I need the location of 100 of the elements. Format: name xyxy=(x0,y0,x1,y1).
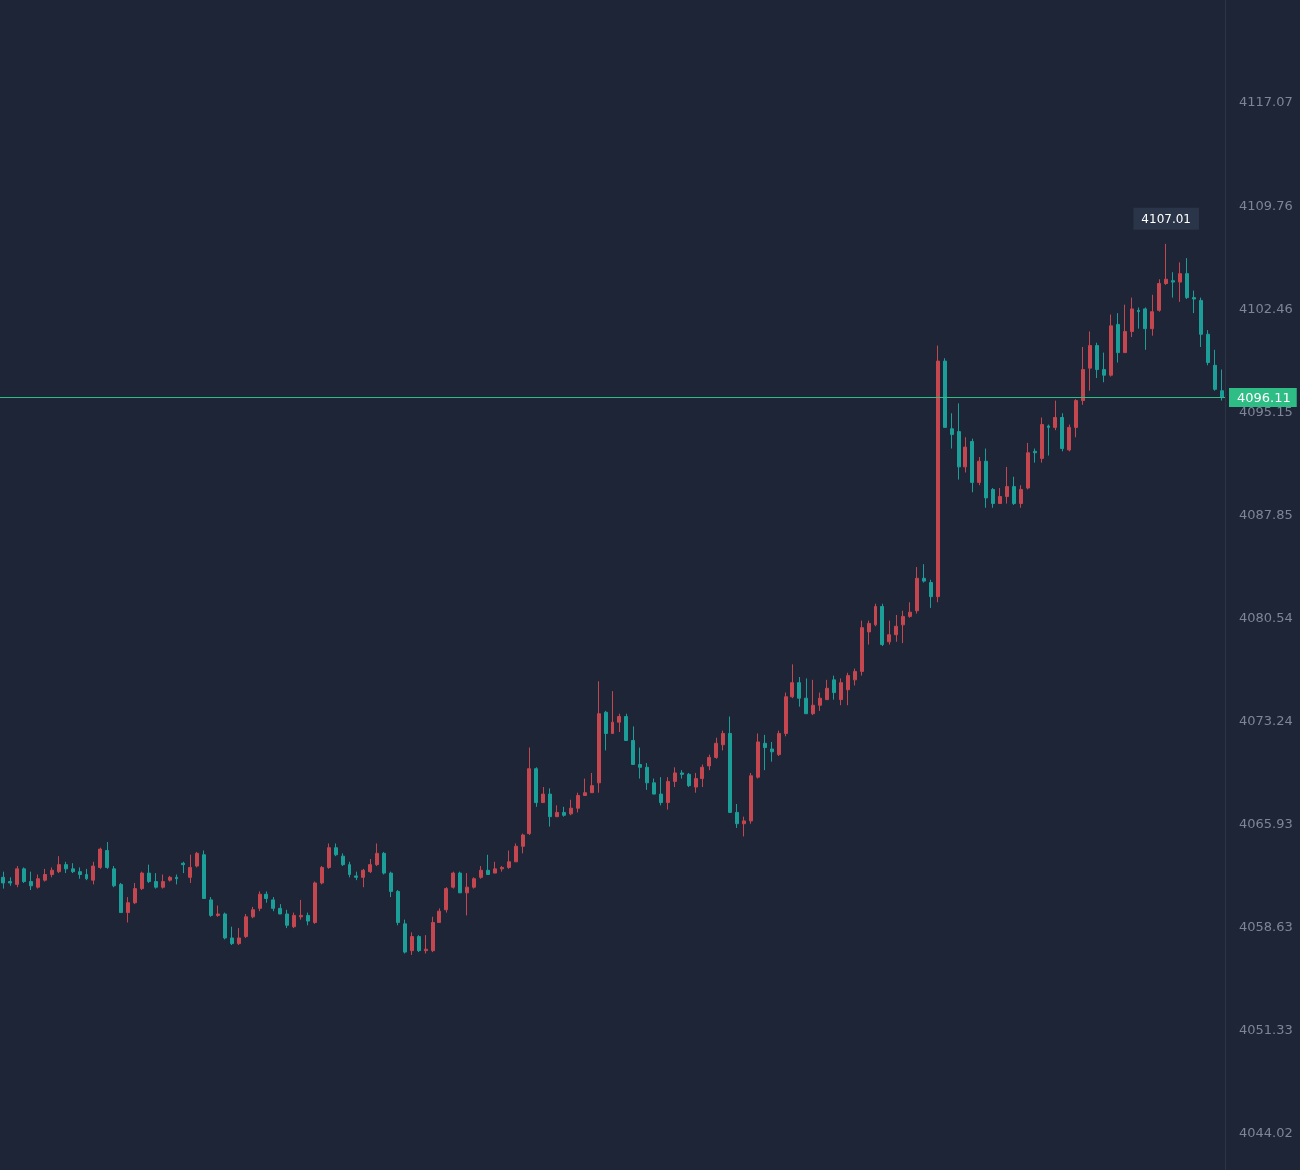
candlestick xyxy=(721,730,725,751)
candlestick xyxy=(1220,369,1224,402)
candlestick xyxy=(50,866,54,878)
candlestick xyxy=(472,876,476,890)
candlestick xyxy=(458,871,462,894)
candlestick xyxy=(507,850,511,870)
candlestick xyxy=(223,912,227,940)
candlestick xyxy=(1116,312,1120,363)
candlestick xyxy=(361,868,365,888)
candlestick xyxy=(1040,417,1044,464)
y-tick-label: 4117.07 xyxy=(1239,94,1293,110)
candlestick xyxy=(251,906,255,919)
candlestick xyxy=(382,851,386,875)
candlestick xyxy=(853,668,857,686)
candlestick xyxy=(694,772,698,794)
candlestick xyxy=(168,875,172,883)
candlestick xyxy=(521,833,525,854)
candlestick xyxy=(57,855,61,874)
candlestick xyxy=(334,842,338,857)
candlestick xyxy=(195,851,199,868)
candlestick xyxy=(396,889,400,926)
candlestick xyxy=(437,907,441,923)
candlestick xyxy=(936,345,940,603)
candlestick xyxy=(271,896,275,912)
candlestick xyxy=(984,448,988,509)
candlestick xyxy=(998,487,1002,505)
candlestick xyxy=(527,747,531,836)
candlestick xyxy=(1012,476,1016,506)
candlestick xyxy=(777,730,781,757)
candlestick xyxy=(1123,304,1127,354)
candlestick xyxy=(784,692,788,737)
candlestick xyxy=(181,861,185,874)
candlestick xyxy=(1130,297,1134,338)
candlestick xyxy=(493,861,497,874)
candlestick xyxy=(479,865,483,880)
candlestick xyxy=(119,882,123,914)
candlestick xyxy=(320,865,324,885)
y-tick-label: 4044.02 xyxy=(1239,1124,1293,1140)
candlestick xyxy=(299,899,303,921)
candlestick xyxy=(707,754,711,771)
candlestick xyxy=(534,766,538,808)
candlestick xyxy=(175,874,178,885)
candlestick xyxy=(915,566,919,615)
candlestick xyxy=(860,620,864,677)
candlestick xyxy=(790,663,794,699)
candlestick xyxy=(1033,448,1037,464)
candlestick xyxy=(548,787,552,828)
candlestick xyxy=(583,778,587,797)
candlestick xyxy=(140,871,144,891)
y-tick-label: 4073.24 xyxy=(1239,712,1293,728)
candlestick xyxy=(811,679,815,716)
candlestick xyxy=(735,803,739,829)
candlestick xyxy=(1157,278,1161,313)
candlestick xyxy=(1074,398,1078,438)
candlestick xyxy=(645,762,649,791)
candlestick xyxy=(901,610,905,644)
candlestick xyxy=(8,876,12,887)
y-tick-label: 4095.15 xyxy=(1239,403,1293,419)
candlestick xyxy=(541,786,545,804)
candlestick xyxy=(825,679,829,701)
candlestick xyxy=(278,903,282,915)
y-tick-label: 4087.85 xyxy=(1239,506,1293,522)
candlestick xyxy=(368,858,372,874)
candlestick xyxy=(804,677,808,715)
candlestick xyxy=(929,579,933,609)
candlestick xyxy=(1,871,5,890)
candlestick xyxy=(569,799,573,816)
candlestick xyxy=(1095,342,1099,379)
y-tick-label: 4051.33 xyxy=(1239,1021,1293,1037)
candlestick xyxy=(431,916,435,953)
candlestick xyxy=(465,872,469,916)
candlestick xyxy=(1047,424,1050,457)
candlestick xyxy=(1026,442,1030,490)
candlestick xyxy=(43,868,47,883)
candlestick xyxy=(306,912,310,926)
candlestick xyxy=(887,620,891,646)
candlestick xyxy=(763,734,767,771)
candlestick xyxy=(963,436,967,474)
candlestick xyxy=(880,603,884,647)
candlestick xyxy=(950,412,954,450)
candlestick xyxy=(1081,346,1085,406)
candlestick xyxy=(1137,306,1140,330)
candlestick xyxy=(15,865,19,888)
candlestick xyxy=(874,603,877,627)
candlestick xyxy=(839,677,843,706)
candlestick xyxy=(867,620,871,646)
candlestick xyxy=(611,690,614,734)
candlestick xyxy=(700,763,704,788)
candlestick xyxy=(597,680,601,794)
candlestick xyxy=(590,772,594,794)
candlestick xyxy=(188,854,192,884)
y-tick-label: 4080.54 xyxy=(1239,609,1293,625)
candlestick xyxy=(264,890,268,904)
candlestick xyxy=(749,772,753,825)
candlestick xyxy=(797,676,801,708)
candlestick xyxy=(1109,314,1113,378)
candlestick xyxy=(202,850,206,899)
candlestick xyxy=(631,725,635,765)
candlestick xyxy=(126,896,130,923)
candlestick xyxy=(666,776,670,811)
